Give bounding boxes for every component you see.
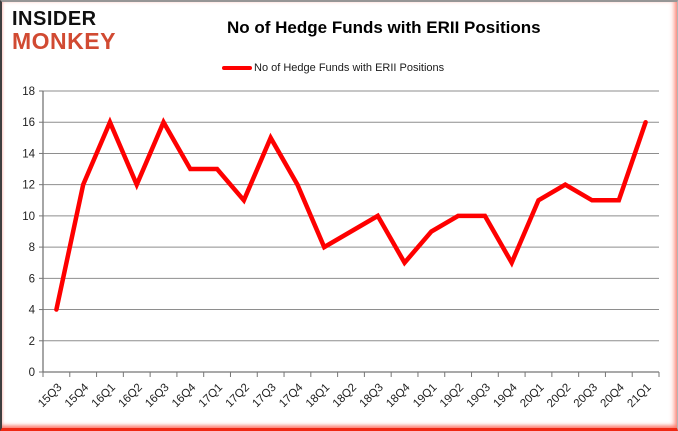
chart-title: No of Hedge Funds with ERII Positions: [227, 18, 541, 37]
x-axis-tick-label: 19Q3: [465, 382, 493, 410]
x-axis-tick-label: 18Q2: [331, 382, 359, 410]
y-axis-tick-label: 0: [29, 367, 35, 379]
series-line: [54, 116, 648, 312]
x-axis-tick-label: 15Q4: [63, 381, 92, 410]
x-axis-tick-label: 18Q3: [358, 382, 386, 410]
x-axis-tick-label: 20Q3: [572, 382, 600, 410]
y-axis-tick-label: 8: [29, 242, 35, 254]
x-axis-tick-label: 17Q4: [277, 381, 306, 410]
x-axis-tick-label: 19Q1: [411, 382, 439, 410]
y-axis-tick-label: 4: [29, 305, 36, 317]
x-axis-tick-label: 18Q1: [304, 382, 332, 410]
y-axis-tick-label: 14: [22, 148, 35, 160]
x-axis-tick-label: 17Q2: [224, 382, 252, 410]
x-axis-tick-label: 19Q4: [491, 381, 520, 410]
y-axis-tick-label: 18: [22, 86, 35, 98]
y-axis-tick-label: 6: [29, 273, 35, 285]
x-axis-tick-label: 20Q1: [518, 382, 546, 410]
x-axis-tick-label: 21Q1: [625, 382, 653, 410]
y-axis-tick-label: 10: [22, 211, 35, 223]
x-axis-tick-label: 20Q2: [545, 382, 573, 410]
x-axis-tick-label: 16Q1: [90, 382, 118, 410]
x-axis-tick-label: 17Q3: [250, 382, 278, 410]
chart-legend: No of Hedge Funds with ERII Positions: [222, 62, 444, 74]
x-axis-tick-label: 19Q2: [438, 382, 466, 410]
x-axis-tick-label: 17Q1: [197, 382, 225, 410]
y-axis-tick-label: 16: [22, 117, 35, 129]
x-axis-tick-label: 16Q3: [143, 382, 171, 410]
x-axis-tick-label: 20Q4: [599, 381, 628, 410]
legend-line-swatch: [222, 66, 252, 70]
x-axis-tick-label: 16Q2: [116, 382, 144, 410]
logo-text-monkey: MONKEY: [12, 28, 116, 54]
x-axis-tick-label: 16Q4: [170, 381, 199, 410]
legend-label: No of Hedge Funds with ERII Positions: [254, 62, 445, 74]
y-axis-tick-label: 2: [29, 336, 35, 348]
y-axis-tick-label: 12: [22, 180, 35, 192]
x-axis-tick-label: 18Q4: [384, 381, 413, 410]
x-axis-tick-label: 15Q3: [36, 382, 64, 410]
insider-monkey-logo: INSIDER MONKEY: [12, 9, 116, 53]
logo-text-insider: INSIDER: [12, 8, 97, 30]
